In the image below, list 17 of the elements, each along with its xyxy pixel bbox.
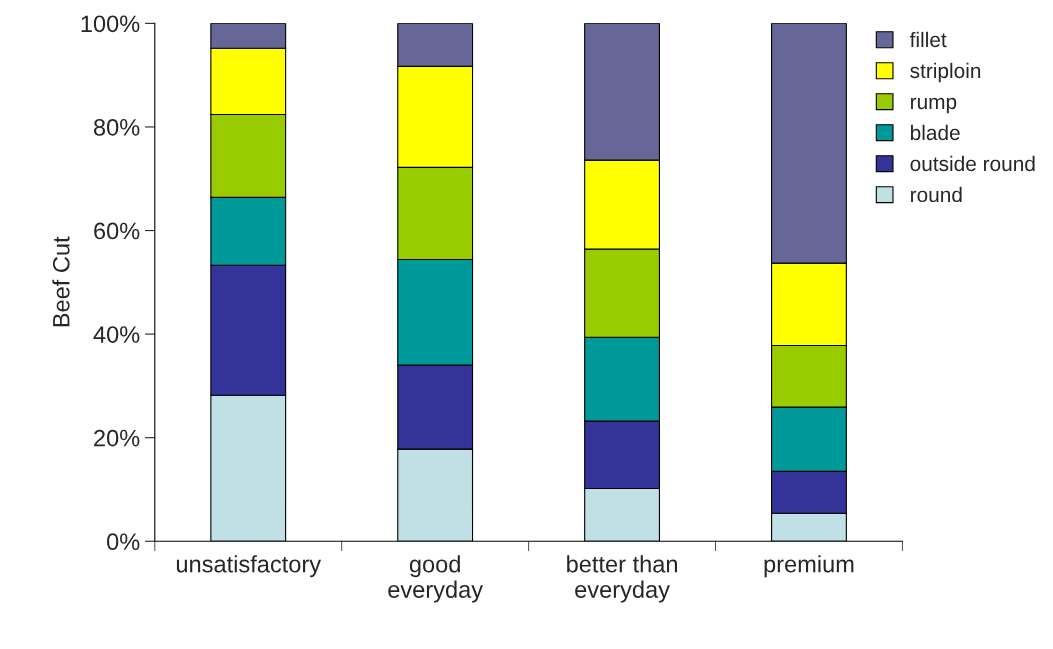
x-tick-label: unsatisfactory <box>176 555 322 578</box>
legend-label: round <box>911 186 962 203</box>
x-tick-label: better than everyday <box>567 555 677 603</box>
y-tick-label: 40% <box>93 326 140 343</box>
y-tick-label: 100% <box>81 15 140 33</box>
legend-label: rump <box>911 97 957 114</box>
y-tick-label: 0% <box>107 533 140 551</box>
y-tick-label: 60% <box>94 222 140 240</box>
y-tick-label: 80% <box>93 119 140 136</box>
x-tick-label: premium <box>764 555 854 578</box>
y-tick-label: 20% <box>94 429 140 447</box>
legend-label: outside round <box>910 155 1035 172</box>
legend-label: blade <box>910 124 960 141</box>
x-tick-label: good everyday <box>388 555 484 603</box>
legend-label: fillet <box>909 31 947 48</box>
legend-label: striploin <box>910 62 981 83</box>
y-axis-title: Beef Cut <box>52 236 70 327</box>
